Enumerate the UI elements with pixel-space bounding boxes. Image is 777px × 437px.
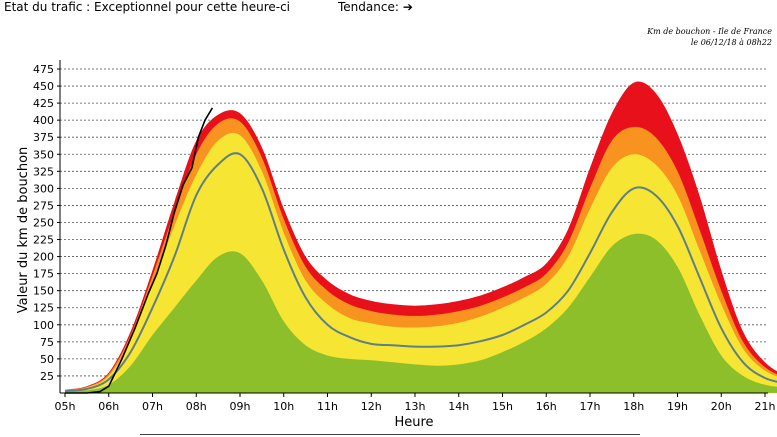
y-tick-label-300: 300 bbox=[33, 182, 54, 195]
y-tick-label-350: 350 bbox=[33, 148, 54, 161]
traffic-status-text: Etat du trafic : Exceptionnel pour cette… bbox=[4, 0, 291, 14]
series-area-green bbox=[65, 233, 777, 393]
y-tick-label-325: 325 bbox=[33, 165, 54, 178]
x-tick-label-13h: 13h bbox=[405, 400, 426, 413]
series-line-today bbox=[65, 107, 214, 394]
x-tick-label-21h: 21h bbox=[755, 400, 776, 413]
chart-info-title: Km de bouchon - Ile de France bbox=[647, 27, 772, 36]
trend-indicator: Tendance: ➔ bbox=[338, 0, 413, 14]
x-tick-label-14h: 14h bbox=[448, 400, 469, 413]
y-tick-label-450: 450 bbox=[33, 80, 54, 93]
y-tick-label-50: 50 bbox=[40, 353, 54, 366]
axes: 25 50 75 100 125 150 175 200 225 250 275 300 325 350 3… bbox=[33, 60, 776, 413]
x-tick-label-20h: 20h bbox=[711, 400, 732, 413]
y-tick-label-250: 250 bbox=[33, 216, 54, 229]
x-tick-label-12h: 12h bbox=[361, 400, 382, 413]
trend-arrow-icon: ➔ bbox=[402, 0, 413, 14]
x-tick-label-10h: 10h bbox=[273, 400, 294, 413]
y-tick-label-100: 100 bbox=[33, 319, 54, 332]
x-tick-label-08h: 08h bbox=[186, 400, 207, 413]
y-tick-label-75: 75 bbox=[40, 336, 54, 349]
x-axis-label: Heure bbox=[394, 415, 433, 430]
y-tick-label-225: 225 bbox=[33, 234, 54, 247]
y-tick-label-150: 150 bbox=[33, 285, 54, 298]
x-tick-label-16h: 16h bbox=[536, 400, 557, 413]
x-tick-label-17h: 17h bbox=[580, 400, 601, 413]
y-tick-label-125: 125 bbox=[33, 302, 54, 315]
x-tick-label-06h: 06h bbox=[98, 400, 119, 413]
area-bands bbox=[65, 81, 777, 393]
y-tick-label-25: 25 bbox=[40, 370, 54, 383]
x-tick-label-15h: 15h bbox=[492, 400, 513, 413]
y-tick-label-200: 200 bbox=[33, 251, 54, 264]
x-tick-label-11h: 11h bbox=[317, 400, 338, 413]
series-lines bbox=[64, 107, 777, 394]
top-bar: Etat du trafic : Exceptionnel pour cette… bbox=[0, 0, 777, 18]
y-tick-label-475: 475 bbox=[33, 63, 54, 76]
x-tick-label-07h: 07h bbox=[142, 400, 163, 413]
x-tick-label-09h: 09h bbox=[230, 400, 251, 413]
trend-label: Tendance: bbox=[338, 0, 399, 14]
chart-info-date: le 06/12/18 à 08h22 bbox=[690, 38, 772, 47]
y-tick-label-400: 400 bbox=[33, 114, 54, 127]
bottom-divider bbox=[140, 434, 640, 435]
x-tick-label-18h: 18h bbox=[623, 400, 644, 413]
y-tick-label-425: 425 bbox=[33, 97, 54, 110]
y-tick-label-175: 175 bbox=[33, 268, 54, 281]
y-tick-label-375: 375 bbox=[33, 131, 54, 144]
series-line-average bbox=[64, 152, 777, 392]
x-tick-label-05h: 05h bbox=[55, 400, 76, 413]
y-tick-label-275: 275 bbox=[33, 199, 54, 212]
chart-info: Km de bouchon - Ile de France le 06/12/1… bbox=[647, 26, 772, 48]
y-axis-label: Valeur du km de bouchon bbox=[16, 147, 31, 314]
x-tick-label-19h: 19h bbox=[667, 400, 688, 413]
